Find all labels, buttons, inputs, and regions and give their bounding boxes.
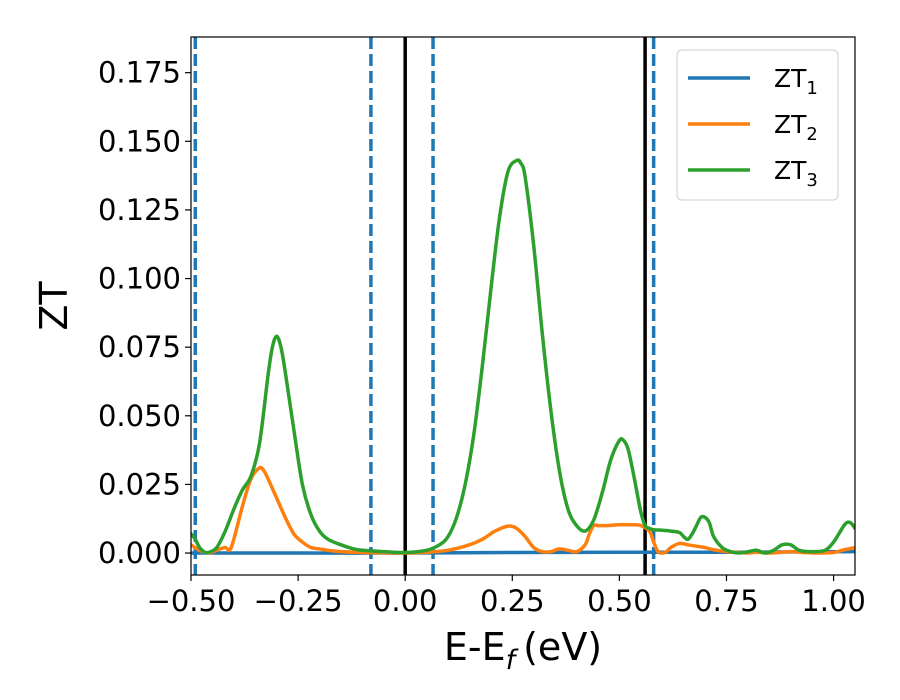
legend-label-zt1: ZT1 <box>774 64 818 99</box>
y-tick-label: 0.175 <box>98 56 181 90</box>
y-tick-label: 0.025 <box>98 467 181 501</box>
y-tick-label: 0.125 <box>98 193 181 227</box>
vertical-reference-lines <box>193 37 656 575</box>
plot-frame <box>190 36 856 576</box>
y-tick-label: 0.075 <box>98 330 181 364</box>
x-tick-label: 0.50 <box>587 584 652 618</box>
x-tick-label: −0.25 <box>254 584 343 618</box>
y-tick-label: 0.100 <box>98 262 181 296</box>
x-tick-label: 0.75 <box>694 584 759 618</box>
series-layer <box>191 158 855 555</box>
legend-label-zt3: ZT3 <box>774 156 818 191</box>
y-axis-label: ZT <box>32 281 76 331</box>
series-line-zt3 <box>191 158 855 555</box>
y-tick-label: 0.000 <box>98 536 181 570</box>
legend: ZT1 ZT2 ZT3 <box>676 49 839 201</box>
legend-box <box>676 49 839 201</box>
y-tick-label: 0.150 <box>98 124 181 158</box>
x-tick-label: 1.00 <box>801 584 866 618</box>
x-axis-label: E-Ef (eV) <box>444 625 602 676</box>
x-axis-ticks: −0.50 −0.25 0.00 0.25 0.50 0.75 1.00 <box>147 575 866 618</box>
y-axis-ticks: 0.000 0.025 0.050 0.075 0.100 0.125 0.150 0.175 <box>98 56 191 570</box>
legend-label-zt2: ZT2 <box>774 110 818 145</box>
x-tick-label: 0.25 <box>480 584 545 618</box>
y-tick-label: 0.050 <box>98 399 181 433</box>
x-tick-label: 0.00 <box>373 584 438 618</box>
x-tick-label: −0.50 <box>147 584 236 618</box>
